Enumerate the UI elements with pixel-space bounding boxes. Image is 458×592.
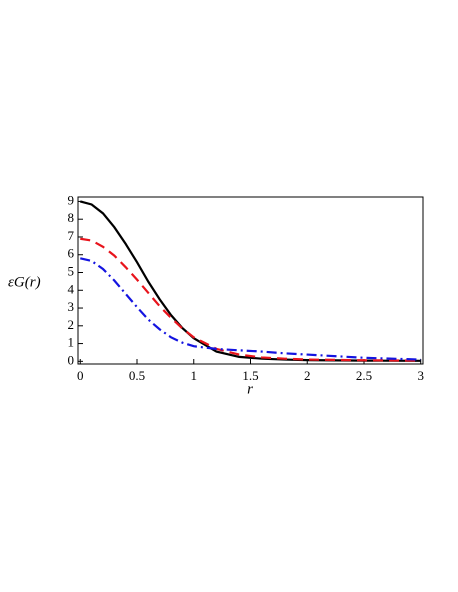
series-line: [80, 257, 421, 361]
y-tick-label: 9: [68, 192, 75, 207]
y-tick-label: 1: [68, 335, 75, 350]
x-tick-label: 2.5: [356, 368, 372, 383]
x-tick-label: 1.5: [242, 368, 258, 383]
y-tick-label: 2: [68, 317, 75, 332]
series-line: [80, 237, 421, 362]
x-tick-label: 1: [191, 368, 198, 383]
y-axis-label: εG(r): [8, 274, 41, 290]
y-tick-label: 8: [68, 210, 75, 225]
x-tick-label: 0.5: [129, 368, 145, 383]
y-tick-label: 3: [68, 299, 75, 314]
y-tick-label: 5: [68, 263, 75, 278]
y-tick-label: 0: [68, 352, 75, 367]
series-line: [79, 200, 421, 362]
y-tick-label: 4: [68, 281, 75, 296]
y-tick-label: 7: [68, 228, 75, 243]
y-tick-label: 6: [68, 246, 75, 261]
x-tick-label: 3: [417, 368, 424, 383]
x-tick-label: 2: [304, 368, 311, 383]
plot-frame: [77, 196, 424, 365]
x-axis-label: r: [247, 381, 253, 397]
x-tick-label: 0: [77, 368, 84, 383]
